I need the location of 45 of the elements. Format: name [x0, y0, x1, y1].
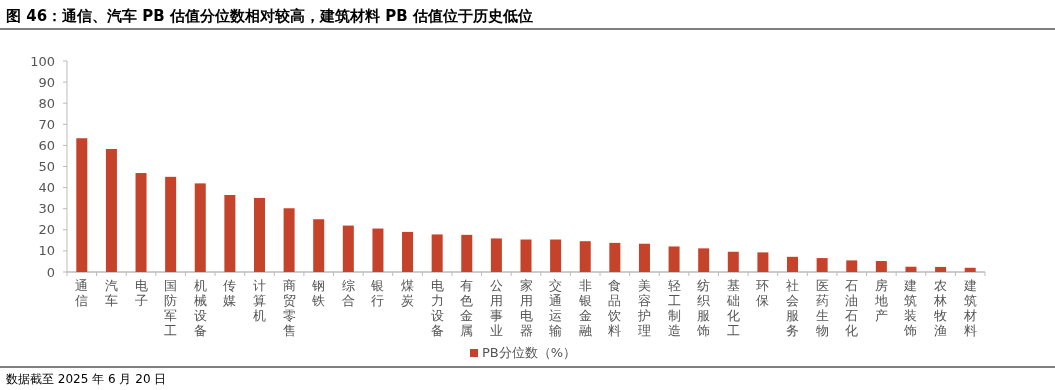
x-tick-label: 有色金属: [460, 278, 474, 338]
y-tick-label: 70: [38, 116, 55, 132]
y-tick-label: 80: [38, 95, 55, 111]
x-tick-label: 环保: [756, 278, 770, 308]
x-tick-label: 计算机: [252, 278, 266, 323]
y-tick-label: 10: [38, 243, 55, 259]
y-tick-label: 40: [38, 180, 55, 196]
y-tick-label: 30: [38, 201, 55, 217]
y-tick-label: 60: [38, 137, 55, 153]
x-tick-label: 综合: [341, 278, 355, 308]
title: 图 46：通信、汽车 PB 估值分位数相对较高，建筑材料 PB 估值位于历史低位: [6, 7, 533, 25]
x-tick-label: 交通运输: [549, 278, 563, 338]
x-tick-label: 农林牧渔: [933, 278, 948, 338]
y-tick-label: 90: [38, 74, 55, 90]
x-tick-label: 纺织服饰: [696, 278, 711, 338]
x-tick-label: 汽车: [104, 278, 118, 308]
x-tick-label: 美容护理: [636, 278, 651, 338]
x-tick-label: 房地产: [873, 278, 888, 323]
x-tick-label: 石油石化: [845, 278, 859, 338]
x-tick-label: 机械设备: [193, 278, 207, 338]
x-tick-label: 医药生物: [815, 278, 829, 338]
x-tick-label: 建筑材料: [962, 278, 977, 338]
legend-label: PB分位数（%）: [482, 345, 577, 360]
x-tick-label: 轻工制造: [667, 278, 681, 338]
x-tick-label: 商贸零售: [282, 278, 296, 338]
y-tick-label: 50: [38, 159, 55, 174]
x-tick-label: 钢铁: [311, 278, 326, 308]
x-tick-label: 银行: [370, 278, 385, 308]
x-tick-label: 家用电器: [519, 278, 533, 338]
x-tick-label: 传媒: [223, 278, 237, 308]
x-tick-label: 通信: [75, 278, 89, 308]
x-tick-label: 煤炭: [401, 278, 415, 308]
x-tick-label: 国防军工: [164, 278, 178, 338]
x-tick-label: 基础化工: [725, 278, 740, 338]
y-tick-label: 0: [46, 264, 55, 280]
x-tick-label: 公用事业: [489, 278, 503, 338]
x-tick-label: 建筑装饰: [903, 278, 918, 338]
text: 数据截至 2025 年 6 月 20 日: [6, 372, 167, 386]
y-tick-label: 100: [30, 53, 55, 69]
y-tick-label: 20: [38, 222, 55, 238]
x-tick-label: 食品饮料: [607, 278, 622, 338]
x-tick-label: 非银金融: [577, 278, 592, 338]
x-tick-label: 电子: [134, 278, 148, 308]
x-tick-label: 电力设备: [430, 278, 444, 338]
x-tick-label: 社会服务: [786, 278, 800, 338]
